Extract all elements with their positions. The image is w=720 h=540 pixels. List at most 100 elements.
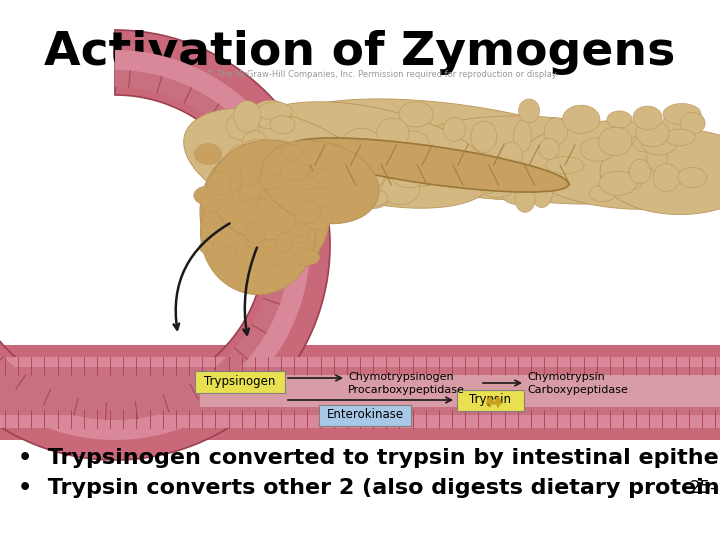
Ellipse shape	[194, 186, 222, 205]
Ellipse shape	[207, 172, 231, 195]
Ellipse shape	[410, 116, 690, 204]
Ellipse shape	[464, 171, 497, 188]
Bar	[100, 345, 720, 440]
Ellipse shape	[228, 172, 258, 199]
Ellipse shape	[272, 172, 291, 193]
Polygon shape	[0, 30, 330, 460]
Ellipse shape	[303, 206, 333, 230]
Ellipse shape	[562, 105, 600, 133]
Ellipse shape	[381, 175, 420, 205]
Ellipse shape	[369, 158, 403, 184]
Ellipse shape	[288, 140, 307, 171]
Ellipse shape	[209, 177, 224, 193]
Ellipse shape	[520, 120, 720, 210]
Text: •  Trypsin converts other 2 (also digests dietary protein): • Trypsin converts other 2 (also digests…	[18, 478, 720, 498]
Text: Trypsin: Trypsin	[469, 394, 511, 407]
Ellipse shape	[531, 177, 552, 207]
Text: Trypsinogen: Trypsinogen	[204, 375, 276, 388]
Ellipse shape	[598, 127, 632, 156]
Ellipse shape	[293, 249, 320, 265]
Ellipse shape	[261, 140, 379, 224]
Ellipse shape	[277, 159, 315, 180]
Ellipse shape	[366, 180, 400, 202]
Ellipse shape	[210, 140, 330, 240]
Ellipse shape	[471, 121, 497, 152]
Ellipse shape	[399, 102, 433, 127]
Text: Carboxypeptidase: Carboxypeptidase	[527, 385, 628, 395]
Ellipse shape	[544, 118, 567, 145]
Bar	[200, 375, 720, 407]
Ellipse shape	[329, 147, 365, 177]
Ellipse shape	[258, 102, 292, 120]
Text: Procarboxypeptidase: Procarboxypeptidase	[348, 385, 465, 395]
Ellipse shape	[343, 129, 379, 153]
Ellipse shape	[405, 165, 441, 186]
Ellipse shape	[369, 143, 397, 163]
Ellipse shape	[518, 99, 539, 123]
Text: Chymotrypsin: Chymotrypsin	[527, 372, 605, 382]
Ellipse shape	[636, 120, 669, 147]
Polygon shape	[0, 70, 290, 420]
Ellipse shape	[336, 184, 360, 202]
Ellipse shape	[633, 106, 662, 130]
Ellipse shape	[661, 112, 693, 142]
Ellipse shape	[264, 247, 285, 266]
Ellipse shape	[607, 111, 632, 128]
Ellipse shape	[233, 101, 261, 132]
Ellipse shape	[358, 185, 390, 208]
Ellipse shape	[515, 186, 535, 212]
Ellipse shape	[546, 157, 584, 174]
Bar	[0, 345, 120, 440]
Ellipse shape	[270, 116, 295, 134]
Text: Enterokinase: Enterokinase	[326, 408, 404, 422]
Ellipse shape	[221, 246, 236, 259]
Ellipse shape	[246, 233, 262, 248]
Ellipse shape	[184, 109, 377, 222]
Ellipse shape	[199, 241, 214, 253]
Ellipse shape	[513, 120, 532, 152]
Ellipse shape	[240, 163, 259, 187]
Text: Activation of Zymogens: Activation of Zymogens	[45, 30, 675, 75]
Ellipse shape	[443, 118, 466, 141]
FancyBboxPatch shape	[195, 371, 285, 393]
Ellipse shape	[230, 145, 257, 164]
Ellipse shape	[240, 186, 265, 199]
Ellipse shape	[194, 144, 222, 165]
Text: Chymotrypsinogen: Chymotrypsinogen	[348, 372, 454, 382]
Ellipse shape	[391, 159, 427, 188]
Ellipse shape	[500, 142, 522, 170]
Ellipse shape	[633, 136, 658, 152]
FancyBboxPatch shape	[456, 389, 523, 410]
Ellipse shape	[276, 232, 292, 252]
Ellipse shape	[647, 144, 667, 171]
Ellipse shape	[251, 100, 290, 129]
Ellipse shape	[345, 167, 384, 189]
Ellipse shape	[680, 112, 705, 134]
Ellipse shape	[232, 189, 247, 201]
Ellipse shape	[580, 138, 615, 161]
Ellipse shape	[241, 180, 262, 199]
Ellipse shape	[296, 211, 312, 230]
Ellipse shape	[200, 142, 330, 282]
Ellipse shape	[226, 113, 259, 140]
Ellipse shape	[297, 176, 318, 189]
Bar	[0, 357, 720, 428]
Ellipse shape	[479, 163, 499, 193]
Ellipse shape	[653, 164, 680, 192]
Ellipse shape	[530, 170, 563, 190]
Ellipse shape	[246, 165, 283, 185]
Ellipse shape	[665, 129, 696, 146]
Ellipse shape	[503, 187, 534, 205]
Ellipse shape	[284, 165, 302, 179]
Text: •  Trypsinogen converted to trypsin by intestinal epithelium: • Trypsinogen converted to trypsin by in…	[18, 448, 720, 468]
Ellipse shape	[292, 138, 569, 192]
Ellipse shape	[280, 163, 310, 180]
Ellipse shape	[590, 185, 616, 202]
Ellipse shape	[477, 169, 517, 198]
Ellipse shape	[239, 180, 261, 202]
Ellipse shape	[256, 199, 272, 217]
Ellipse shape	[246, 222, 265, 244]
Ellipse shape	[539, 138, 559, 159]
Ellipse shape	[356, 189, 388, 207]
Ellipse shape	[516, 177, 540, 198]
